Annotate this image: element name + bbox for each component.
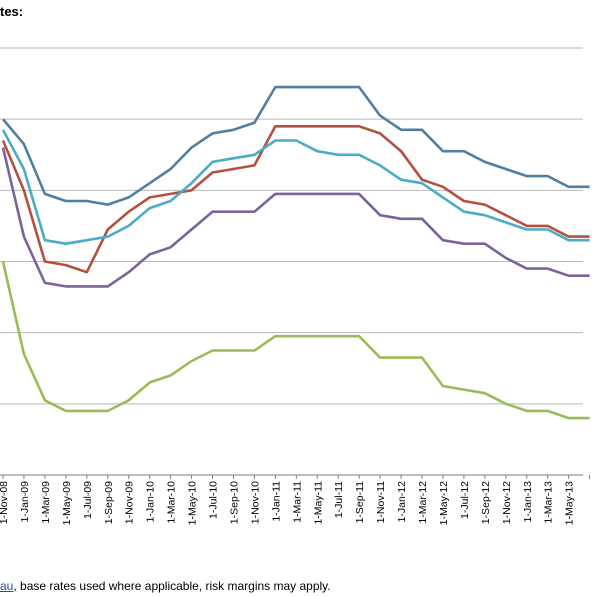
x-tick-label: 1-Mar-10 <box>166 481 178 524</box>
x-tick-label: 1-Mar-12 <box>417 481 429 524</box>
x-axis <box>0 474 591 479</box>
x-tick-label: 1-Nov-08 <box>0 481 10 524</box>
series-line-1 <box>1 125 590 274</box>
x-tick-label: 1-Jan-09 <box>19 481 31 523</box>
x-tick-label: 1-Nov-09 <box>124 481 136 524</box>
source-note: au, base rates used where applicable, ri… <box>0 579 331 593</box>
source-note-text: , base rates used where applicable, risk… <box>13 579 331 593</box>
x-tick-label: 1-Jan-11 <box>270 481 282 522</box>
series-line-3 <box>1 147 590 288</box>
x-tick-labels: 1-Nov-08 1-Jan-09 1-Mar-09 1-May-09 1-Jul-09… <box>0 481 576 526</box>
x-tick-label: 1-May-13 <box>564 481 576 526</box>
x-tick-label: 1-Sep-11 <box>354 481 366 524</box>
x-tick-label: 1-Jan-13 <box>522 481 534 523</box>
x-tick-label: 1-May-09 <box>61 481 73 526</box>
series-line-2 <box>1 129 590 245</box>
x-tick-label: 1-Jul-09 <box>82 481 94 519</box>
x-tick-label: 1-Jul-11 <box>333 481 345 518</box>
x-tick-label: 1-Jan-12 <box>396 481 408 523</box>
source-link[interactable]: au <box>0 579 14 593</box>
x-tick-label: 1-Jan-10 <box>145 481 157 523</box>
x-tick-label: 1-May-12 <box>438 481 450 526</box>
series-line-4 <box>1 261 590 420</box>
x-tick-label: 1-Mar-13 <box>543 481 555 524</box>
x-tick-label: 1-Nov-10 <box>249 481 261 524</box>
x-tick-label: 1-May-11 <box>312 481 324 525</box>
x-tick-label: 1-Sep-09 <box>103 481 115 524</box>
x-tick-label: 1-May-10 <box>187 481 199 526</box>
x-tick-label: 1-Sep-12 <box>480 481 492 524</box>
x-tick-label: 1-Nov-12 <box>501 481 513 524</box>
series-line-0 <box>2 85 590 206</box>
x-tick-label: 1-Nov-11 <box>375 481 387 524</box>
x-tick-label: 1-Mar-09 <box>40 481 52 524</box>
x-tick-label: 1-Sep-10 <box>228 481 240 524</box>
x-tick-label: 1-Jul-12 <box>459 481 471 519</box>
series-lines <box>1 85 590 420</box>
x-tick-label: 1-Mar-11 <box>291 481 303 523</box>
chart-title: tes: <box>0 4 24 19</box>
x-tick-label: 1-Jul-10 <box>208 481 220 519</box>
